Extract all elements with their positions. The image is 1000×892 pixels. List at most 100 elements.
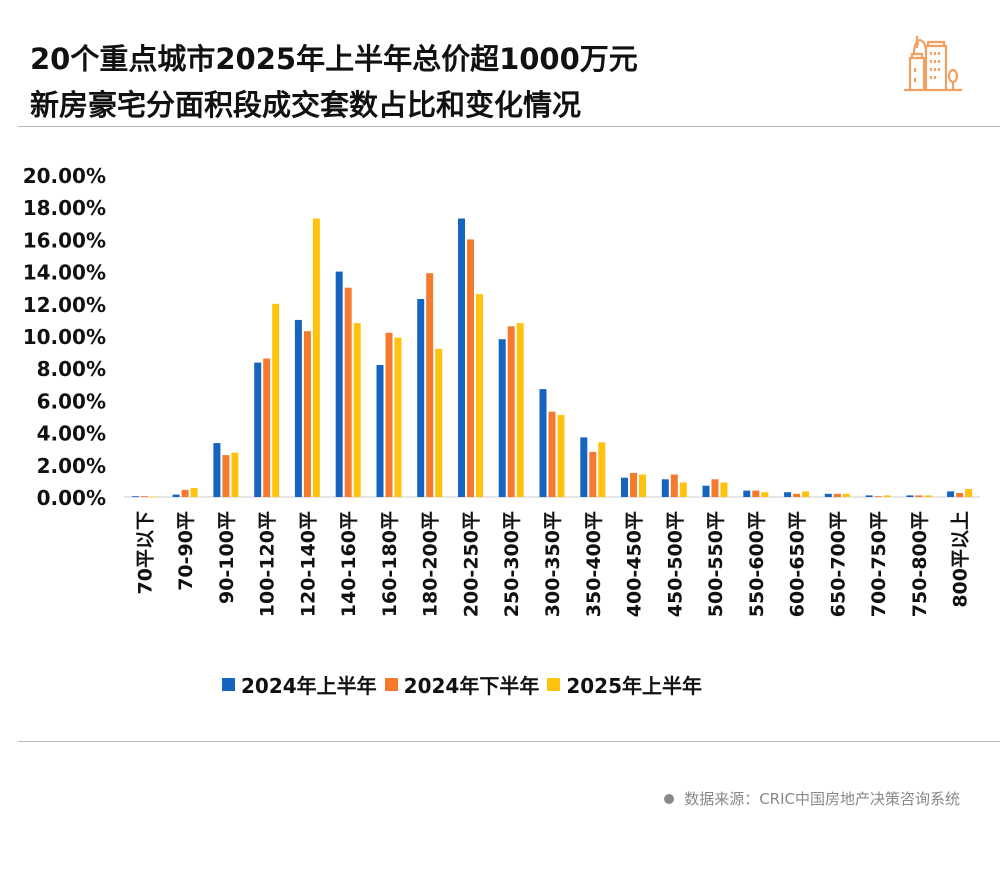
bar-2024h2 [589, 451, 597, 497]
bar-2024h1 [131, 496, 139, 497]
bar-2025h1 [394, 337, 402, 497]
legend-label-2025h1: 2025年上半年 [566, 674, 703, 698]
bar-2025h1 [272, 303, 280, 497]
x-tick-label: 500-550平 [705, 511, 727, 617]
bar-2024h2 [140, 496, 148, 497]
city-buildings-icon [904, 36, 962, 92]
bar-2024h2 [793, 493, 801, 497]
x-tick-label: 120-140平 [297, 511, 319, 617]
x-tick-label: 400-450平 [624, 511, 646, 617]
bar-2025h1 [231, 452, 239, 497]
bar-2025h1 [842, 493, 850, 497]
bar-2025h1 [598, 442, 606, 497]
bar-2025h1 [761, 492, 769, 497]
legend-label-2024h1: 2024年上半年 [241, 674, 377, 698]
bar-2024h1 [417, 299, 425, 497]
y-tick-label: 12.00% [23, 293, 106, 317]
bar-2024h1 [947, 491, 955, 497]
bar-2025h1 [516, 323, 524, 497]
y-tick-label: 4.00% [37, 422, 106, 446]
data-source-text: 数据来源：CRIC中国房地产决策咨询系统 [684, 790, 960, 808]
legend-item-2025h1: 2025年上半年 [547, 670, 702, 699]
bar-2024h1 [376, 365, 384, 497]
x-tick-label: 750-800平 [909, 511, 931, 617]
bar-2025h1 [149, 496, 157, 498]
x-tick-label: 700-750平 [868, 511, 890, 617]
bar-2024h2 [467, 239, 474, 497]
bar-2024h2 [956, 493, 964, 497]
legend-item-2024h1: 2024年上半年 [222, 670, 377, 699]
bar-2024h2 [507, 326, 515, 497]
data-source: 数据来源：CRIC中国房地产决策咨询系统 [664, 788, 960, 809]
x-tick-label: 300-350平 [542, 511, 564, 617]
x-tick-label: 250-300平 [501, 511, 523, 617]
legend-item-2024h2: 2024年下半年 [384, 670, 540, 699]
bar-2025h1 [476, 294, 483, 497]
bar-2025h1 [557, 414, 565, 497]
bar-2025h1 [312, 218, 320, 497]
bar-2024h1 [865, 495, 873, 497]
bar-2025h1 [883, 495, 891, 497]
x-tick-label: 450-500平 [664, 511, 686, 617]
bar-2024h2 [833, 493, 841, 497]
x-tick-label: 650-700平 [827, 511, 849, 617]
bar-2024h1 [294, 319, 302, 497]
bar-2024h2 [426, 273, 434, 497]
bar-2024h2 [874, 496, 882, 497]
bar-2024h2 [630, 472, 637, 497]
header-divider [18, 126, 1000, 127]
y-tick-label: 18.00% [23, 196, 106, 220]
bar-2024h1 [254, 362, 262, 497]
x-tick-label: 350-400平 [583, 511, 605, 617]
x-tick-label: 600-650平 [787, 511, 809, 617]
bar-2024h1 [335, 271, 343, 497]
title-line-1: 20个重点城市2025年上半年总价超1000万元 [30, 42, 638, 76]
bar-2024h1 [702, 485, 710, 497]
legend: 2024年上半年 2024年下半年 2025年上半年 [222, 670, 710, 699]
bar-2024h1 [784, 492, 792, 497]
legend-swatch-2025h1 [547, 678, 561, 691]
y-tick-label: 16.00% [23, 228, 106, 252]
title-line-2: 新房豪宅分面积段成交套数占比和变化情况 [30, 88, 582, 122]
bar-2024h1 [213, 443, 221, 497]
bar-2024h1 [580, 437, 588, 497]
x-tick-label: 160-180平 [379, 511, 401, 617]
bar-2024h2 [915, 495, 923, 497]
x-tick-label: 70-90平 [175, 511, 197, 591]
chart-title: 20个重点城市2025年上半年总价超1000万元 新房豪宅分面积段成交套数占比和… [30, 36, 638, 128]
bar-2025h1 [190, 488, 198, 497]
legend-label-2024h2: 2024年下半年 [403, 674, 540, 698]
bar-2025h1 [720, 482, 728, 497]
x-tick-label: 90-100平 [216, 511, 238, 604]
y-tick-label: 8.00% [37, 357, 106, 381]
bar-2024h1 [824, 493, 832, 497]
bar-chart: 0.00% 2.00% 4.00% 6.00% 8.00% 10.00% 12.00% 14.… [23, 164, 980, 617]
bar-2024h2 [385, 332, 393, 497]
bar-2025h1 [639, 474, 646, 497]
bar-2025h1 [802, 491, 810, 497]
bar-2024h2 [670, 474, 678, 497]
x-tick-label: 70平以下 [134, 511, 156, 594]
bar-2025h1 [435, 348, 443, 497]
x-tick-label: 140-160平 [338, 511, 360, 617]
legend-swatch-2024h1 [222, 678, 235, 691]
bar-2025h1 [353, 323, 361, 497]
x-tick-label: 180-200平 [420, 511, 442, 617]
y-tick-label: 20.00% [23, 164, 106, 188]
bar-2024h2 [263, 358, 271, 497]
y-tick-label: 2.00% [37, 454, 106, 478]
x-tick-label: 550-600平 [746, 511, 768, 617]
bar-2024h1 [498, 339, 506, 497]
bar-2024h2 [222, 455, 230, 497]
bar-2024h2 [752, 490, 760, 497]
bar-2024h1 [621, 477, 628, 497]
footer-divider [18, 741, 1000, 742]
y-tick-label: 14.00% [23, 261, 106, 285]
bullet-icon [664, 793, 675, 804]
bar-2024h2 [344, 287, 352, 497]
bar-2024h1 [661, 479, 669, 497]
bar-2024h1 [539, 389, 547, 497]
bar-2024h2 [181, 489, 189, 497]
bar-2024h2 [303, 331, 311, 497]
x-tick-label: 800平以上 [950, 511, 972, 608]
